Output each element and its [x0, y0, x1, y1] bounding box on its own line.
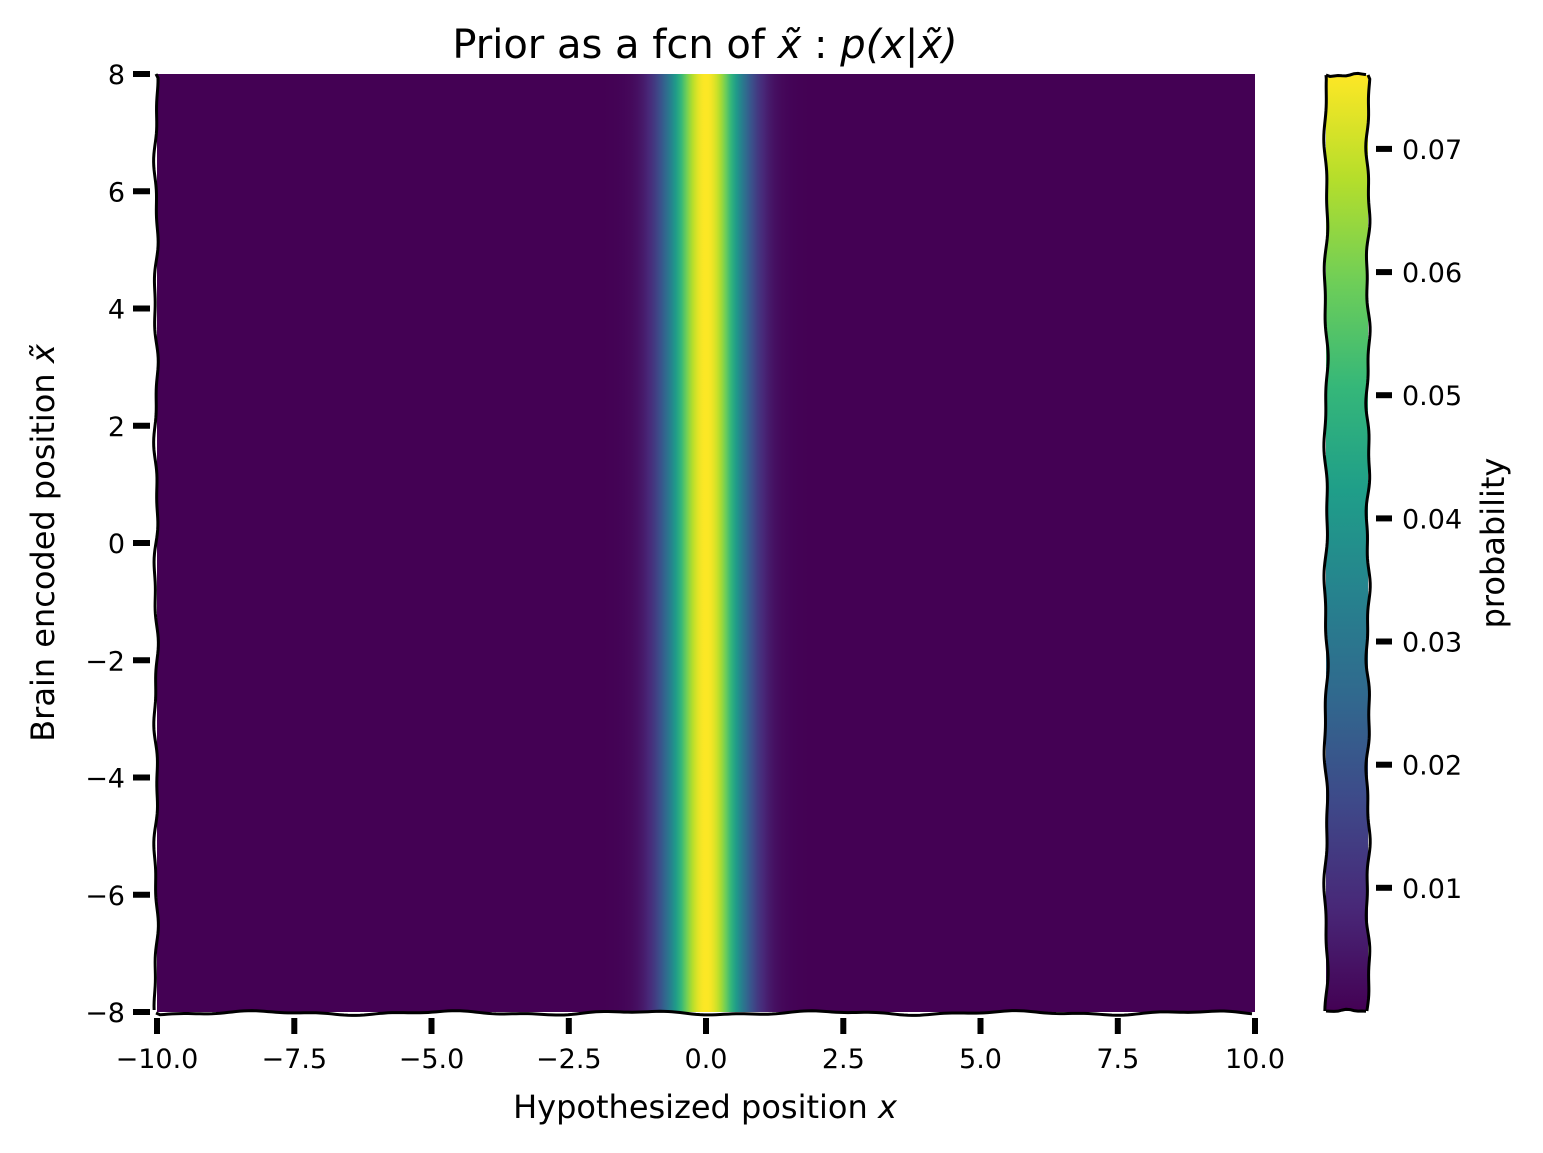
x-tick-label: −5.0: [399, 1044, 465, 1075]
heatmap: [157, 74, 1255, 1012]
y-tick-label: 0: [108, 529, 125, 560]
y-tick-label: 4: [108, 295, 125, 326]
x-tick-label: 0.0: [685, 1044, 728, 1075]
colorbar-tick-label: 0.04: [1402, 504, 1462, 535]
x-ticks: −10.0 −7.5 −5.0 −2.5 0.0 2.5 5.0 7.5 10.0: [116, 1018, 1285, 1075]
colorbar-tick-label: 0.07: [1402, 135, 1462, 166]
x-tick-label: 2.5: [822, 1044, 865, 1075]
x-tick-label: 7.5: [1096, 1044, 1139, 1075]
colorbar-tick-label: 0.05: [1402, 381, 1462, 412]
x-tick-label: 5.0: [959, 1044, 1002, 1075]
colorbar-gradient: [1326, 75, 1368, 1011]
plot-area: [157, 74, 1255, 1012]
chart-title-math-2: p(x|x̃): [839, 22, 957, 68]
colorbar-frame: [1322, 71, 1372, 1013]
colorbar: 0.01 0.02 0.03 0.04 0.05 0.06 0.07 probability: [1322, 71, 1512, 1013]
colorbar-tick-label: 0.03: [1402, 628, 1462, 659]
colorbar-ticks: 0.01 0.02 0.03 0.04 0.05 0.06 0.07: [1376, 135, 1462, 905]
x-tick-label: 10.0: [1225, 1044, 1285, 1075]
y-axis-label-text: Brain encoded position: [24, 363, 62, 742]
x-tick-label: −7.5: [262, 1044, 328, 1075]
y-tick-label: 8: [108, 60, 125, 91]
y-tick-label: −6: [85, 881, 125, 912]
y-tick-label: 2: [108, 412, 125, 443]
x-axis-spine: [155, 1009, 1253, 1017]
colorbar-label: probability: [1474, 458, 1512, 629]
y-ticks: −8 −6 −4 −2 0 2 4 6 8: [85, 60, 150, 1029]
y-axis-label: Brain encoded position x̃: [24, 343, 62, 742]
colorbar-tick-label: 0.06: [1402, 258, 1462, 289]
y-axis-spine: [152, 73, 160, 1011]
chart-title-sep: :: [801, 22, 840, 68]
y-tick-label: −2: [85, 646, 125, 677]
chart-title-math-1: x̃: [776, 22, 802, 68]
x-axis-label-text: Hypothesized position: [513, 1088, 878, 1126]
x-tick-label: −2.5: [536, 1044, 602, 1075]
colorbar-tick-label: 0.02: [1402, 751, 1462, 782]
chart-title: Prior as a fcn of x̃ : p(x|x̃): [452, 22, 957, 68]
y-tick-label: −4: [85, 764, 125, 795]
y-tick-label: −8: [85, 998, 125, 1029]
x-axis-label: Hypothesized position x: [513, 1088, 898, 1126]
chart-title-text: Prior as a fcn of: [452, 22, 777, 68]
colorbar-tick-label: 0.01: [1402, 874, 1462, 905]
x-axis-label-math: x: [877, 1088, 898, 1126]
y-tick-label: 6: [108, 177, 125, 208]
y-axis-label-math: x̃: [24, 343, 62, 364]
x-tick-label: −10.0: [116, 1044, 199, 1075]
